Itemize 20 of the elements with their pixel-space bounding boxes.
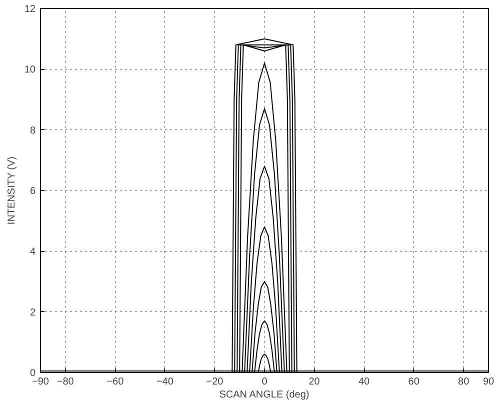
x-tick-label: −20 [206,376,224,388]
y-tick-label: 2 [30,307,36,318]
x-tick-label: −80 [56,376,74,388]
x-tick-label: 90 [482,376,494,388]
y-tick-label: 8 [30,125,36,136]
x-tick-label: −60 [106,376,124,388]
y-axis-title: INTENSITY (V) [6,156,18,225]
x-tick-label: 20 [308,376,320,388]
x-tick-label: 60 [408,376,420,388]
y-tick-label: 6 [30,186,36,197]
x-tick-label: −90 [32,376,50,388]
x-axis-title: SCAN ANGLE (deg) [219,390,310,400]
y-tick-label: 10 [24,64,36,76]
x-tick-label: 40 [358,376,370,388]
y-tick-label: 0 [30,368,36,379]
y-tick-label: 12 [24,4,36,15]
x-tick-label: 80 [458,376,470,388]
y-tick-label: 4 [30,246,36,258]
x-tick-label: 0 [262,376,268,388]
x-tick-label: −40 [156,376,174,388]
